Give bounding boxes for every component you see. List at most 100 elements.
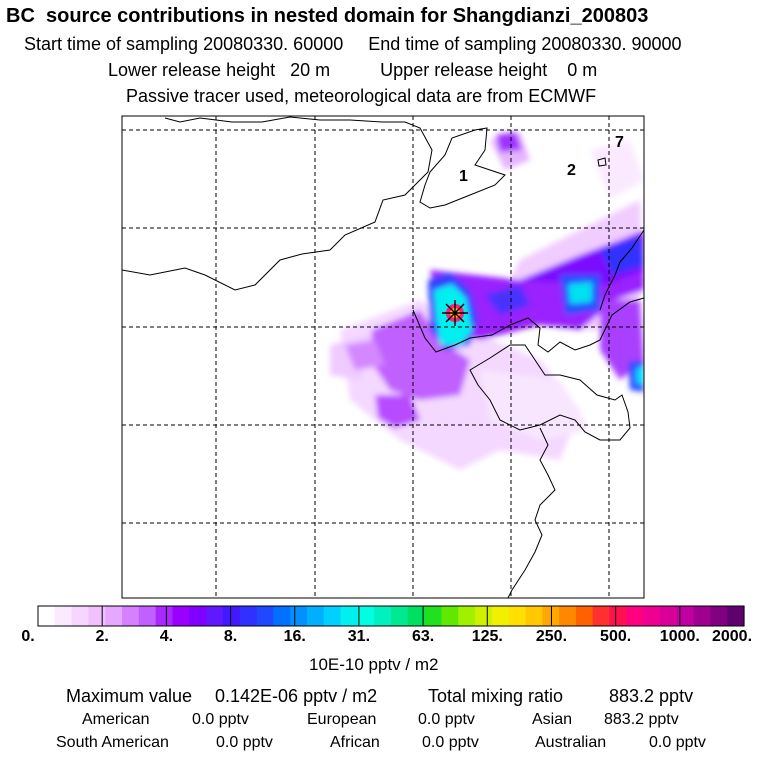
colorbar-swatch xyxy=(391,606,409,626)
source-value-african: 0.0 pptv xyxy=(422,734,479,751)
lower-height-value: 20 m xyxy=(290,60,331,80)
total-mixing-label: Total mixing ratio xyxy=(428,686,564,706)
colorbar-tick-label: 8. xyxy=(223,628,238,645)
colorbar-tick-label: 2000. xyxy=(711,628,753,645)
release-height-line: Lower release height 20 m Upper release … xyxy=(108,61,597,79)
max-value: 0.142E-06 pptv / m2 xyxy=(215,686,378,706)
colorbar-units: 10E-10 pptv / m2 xyxy=(309,655,439,674)
colorbar-swatch xyxy=(206,606,224,626)
colorbar-swatch xyxy=(458,606,476,626)
plume-haze-northeast xyxy=(590,140,644,200)
map-frame xyxy=(121,115,645,599)
lower-height-label: Lower release height xyxy=(108,60,276,80)
colorbar-tick-label: 500. xyxy=(600,628,632,645)
colorbar-swatch xyxy=(441,606,459,626)
colorbar-swatch xyxy=(256,606,274,626)
colorbar xyxy=(37,605,745,627)
colorbar-swatch xyxy=(626,606,644,626)
colorbar-swatch xyxy=(475,606,493,626)
colorbar-swatch xyxy=(105,606,123,626)
plume-cyan-east xyxy=(568,282,592,304)
colorbar-swatch xyxy=(374,606,392,626)
coastline-shandong xyxy=(469,344,631,441)
source-value-european: 0.0 pptv xyxy=(418,711,475,728)
region-label-1: 1 xyxy=(459,168,468,185)
colorbar-swatch xyxy=(592,606,611,626)
colorbar-swatch xyxy=(693,606,711,626)
colorbar-swatch xyxy=(710,606,728,626)
plume-haze-south-2 xyxy=(480,370,590,440)
colorbar-tick-label: 125. xyxy=(471,628,503,645)
colorbar-swatch xyxy=(508,606,527,626)
colorbar-swatch xyxy=(71,606,90,626)
upper-height-value: 0 m xyxy=(567,60,598,80)
plume-blue-east xyxy=(485,285,530,315)
source-name-european: European xyxy=(307,711,377,728)
coastline-korea xyxy=(599,229,644,311)
colorbar-swatch xyxy=(559,606,577,626)
plume-core-north xyxy=(496,132,522,152)
plume-cyan-edge xyxy=(636,366,644,384)
plume-body-southwest xyxy=(375,395,420,428)
colorbar-tick-label: 31. xyxy=(347,628,371,645)
start-time-label: Start time of sampling xyxy=(24,34,199,54)
end-time-label: End time of sampling xyxy=(368,34,537,54)
coastline-south xyxy=(507,427,556,598)
plume-blue-band xyxy=(600,235,644,275)
source-value-south-american: 0.0 pptv xyxy=(216,734,273,751)
source-name-australian: Australian xyxy=(535,734,607,751)
plume-body-west xyxy=(345,340,385,370)
source-value-american: 0.0 pptv xyxy=(192,711,249,728)
colorbar-swatch xyxy=(643,606,661,626)
colorbar-swatch xyxy=(222,606,241,626)
source-name-american: American xyxy=(82,711,150,728)
colorbar-swatch xyxy=(138,606,157,626)
colorbar-tick-label: 63. xyxy=(411,628,435,645)
plume-body-main xyxy=(370,310,470,400)
max-value-label: Maximum value xyxy=(66,686,193,706)
colorbar-swatch xyxy=(189,606,207,626)
colorbar-swatch xyxy=(340,606,358,626)
plume-band-south-edge xyxy=(600,300,644,380)
colorbar-swatch xyxy=(659,606,678,626)
source-name-african: African xyxy=(330,734,380,751)
coastlines xyxy=(122,116,644,598)
concentration-field xyxy=(330,132,644,470)
tracer-note: Passive tracer used, meteorological data… xyxy=(126,86,597,106)
source-name-asian: Asian xyxy=(532,711,573,728)
coastline-peninsula xyxy=(419,127,506,209)
colorbar-swatch xyxy=(424,606,443,626)
colorbar-swatch xyxy=(290,606,308,626)
colorbar-swatch xyxy=(407,606,426,626)
colorbar-swatch xyxy=(525,606,543,626)
colorbar-tick-label: 2. xyxy=(95,628,109,645)
region-label-7: 7 xyxy=(615,134,624,151)
colorbar-swatch xyxy=(491,606,510,626)
colorbar-swatch xyxy=(172,606,190,626)
upper-height-label: Upper release height xyxy=(380,60,548,80)
colorbar-swatch xyxy=(676,606,695,626)
colorbar-frame xyxy=(37,605,745,627)
source-value-asian: 883.2 pptv xyxy=(604,711,679,728)
colorbar-swatch xyxy=(609,606,627,626)
colorbar-tick-label: 4. xyxy=(159,628,174,645)
start-time-value: 20080330. 60000 xyxy=(203,34,344,54)
colorbar-swatch xyxy=(155,606,174,626)
end-time-value: 20080330. 90000 xyxy=(541,34,682,54)
plot-title: BC source contributions in nested domain… xyxy=(6,5,649,27)
colorbar-swatch xyxy=(239,606,258,626)
colorbar-swatch xyxy=(54,606,73,626)
colorbar-swatch xyxy=(88,606,106,626)
station-marker-icon xyxy=(442,300,468,326)
total-mixing-value: 883.2 pptv xyxy=(609,686,694,706)
region-labels: 1 2 7 xyxy=(459,134,624,185)
colorbar-tick-label: 16. xyxy=(283,628,306,645)
colorbar-tick-label: 0. xyxy=(21,628,35,645)
colorbar-swatch xyxy=(575,606,594,626)
colorbar-swatch xyxy=(306,606,325,626)
sampling-times-line: Start time of sampling 20080330. 60000 E… xyxy=(24,35,682,53)
colorbar-ticks: 0. 2. 4. 8. 16. 31. 63. 125. 250. 500. 1000. 2000. xyxy=(0,628,768,648)
colorbar-swatch xyxy=(357,606,375,626)
colorbar-swatch xyxy=(323,606,342,626)
